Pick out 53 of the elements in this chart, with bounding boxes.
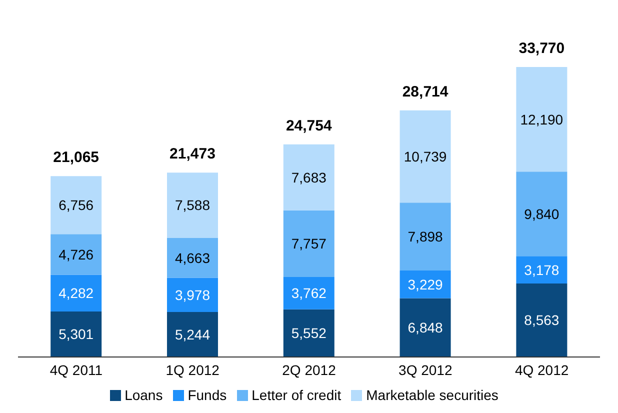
data-label: 4,282 — [58, 285, 94, 302]
data-label: 9,840 — [524, 206, 560, 222]
x-tick-label: 3Q 2012 — [398, 362, 452, 378]
data-label: 4,726 — [58, 246, 94, 262]
data-label: 5,301 — [58, 326, 94, 342]
bar — [166, 278, 218, 312]
data-label: 5,244 — [174, 326, 210, 342]
bar — [166, 238, 218, 278]
x-tick-label: 1Q 2012 — [166, 362, 220, 378]
data-label: 6,848 — [408, 320, 444, 336]
data-label: 3,762 — [291, 285, 327, 302]
total-label: 21,065 — [53, 149, 100, 166]
bar — [516, 172, 568, 256]
bar — [50, 311, 102, 357]
legend-label: Funds — [188, 387, 227, 403]
total-label: 28,714 — [402, 83, 449, 100]
data-label: 5,552 — [291, 325, 327, 342]
total-label: 21,473 — [170, 146, 216, 163]
bar — [516, 67, 568, 172]
data-label: 10,739 — [404, 148, 447, 165]
bar — [400, 202, 451, 270]
x-tick-label: 2Q 2012 — [282, 362, 336, 378]
data-label: 7,683 — [291, 169, 327, 186]
data-label: 12,190 — [520, 111, 564, 128]
total-label: 33,770 — [518, 40, 565, 57]
bar — [166, 172, 218, 238]
bar — [283, 309, 334, 357]
bar — [516, 283, 568, 357]
bar — [400, 110, 451, 203]
bar — [50, 176, 102, 234]
data-label: 6,756 — [58, 197, 94, 214]
bar — [283, 277, 334, 310]
data-label: 3,229 — [408, 276, 444, 292]
legend-label: Letter of credit — [252, 387, 342, 403]
x-tick-label: 4Q 2011 — [50, 362, 103, 378]
data-label: 7,757 — [291, 236, 327, 252]
legend-label: Loans — [124, 387, 163, 403]
x-tick-label: 4Q 2012 — [514, 362, 569, 378]
bar — [50, 234, 102, 275]
bar — [283, 144, 334, 210]
bar — [166, 312, 218, 357]
data-label: 3,178 — [524, 262, 560, 278]
bar — [516, 256, 568, 284]
total-label: 24,754 — [286, 117, 332, 134]
data-label: 4,663 — [174, 250, 210, 266]
bar — [283, 210, 334, 278]
data-label: 7,898 — [408, 228, 444, 245]
bar — [50, 274, 102, 312]
data-label: 7,588 — [174, 197, 210, 214]
data-label: 8,563 — [524, 312, 560, 328]
bar — [400, 298, 451, 357]
data-label: 3,978 — [174, 286, 210, 303]
legend-label: Marketable securities — [366, 387, 498, 403]
